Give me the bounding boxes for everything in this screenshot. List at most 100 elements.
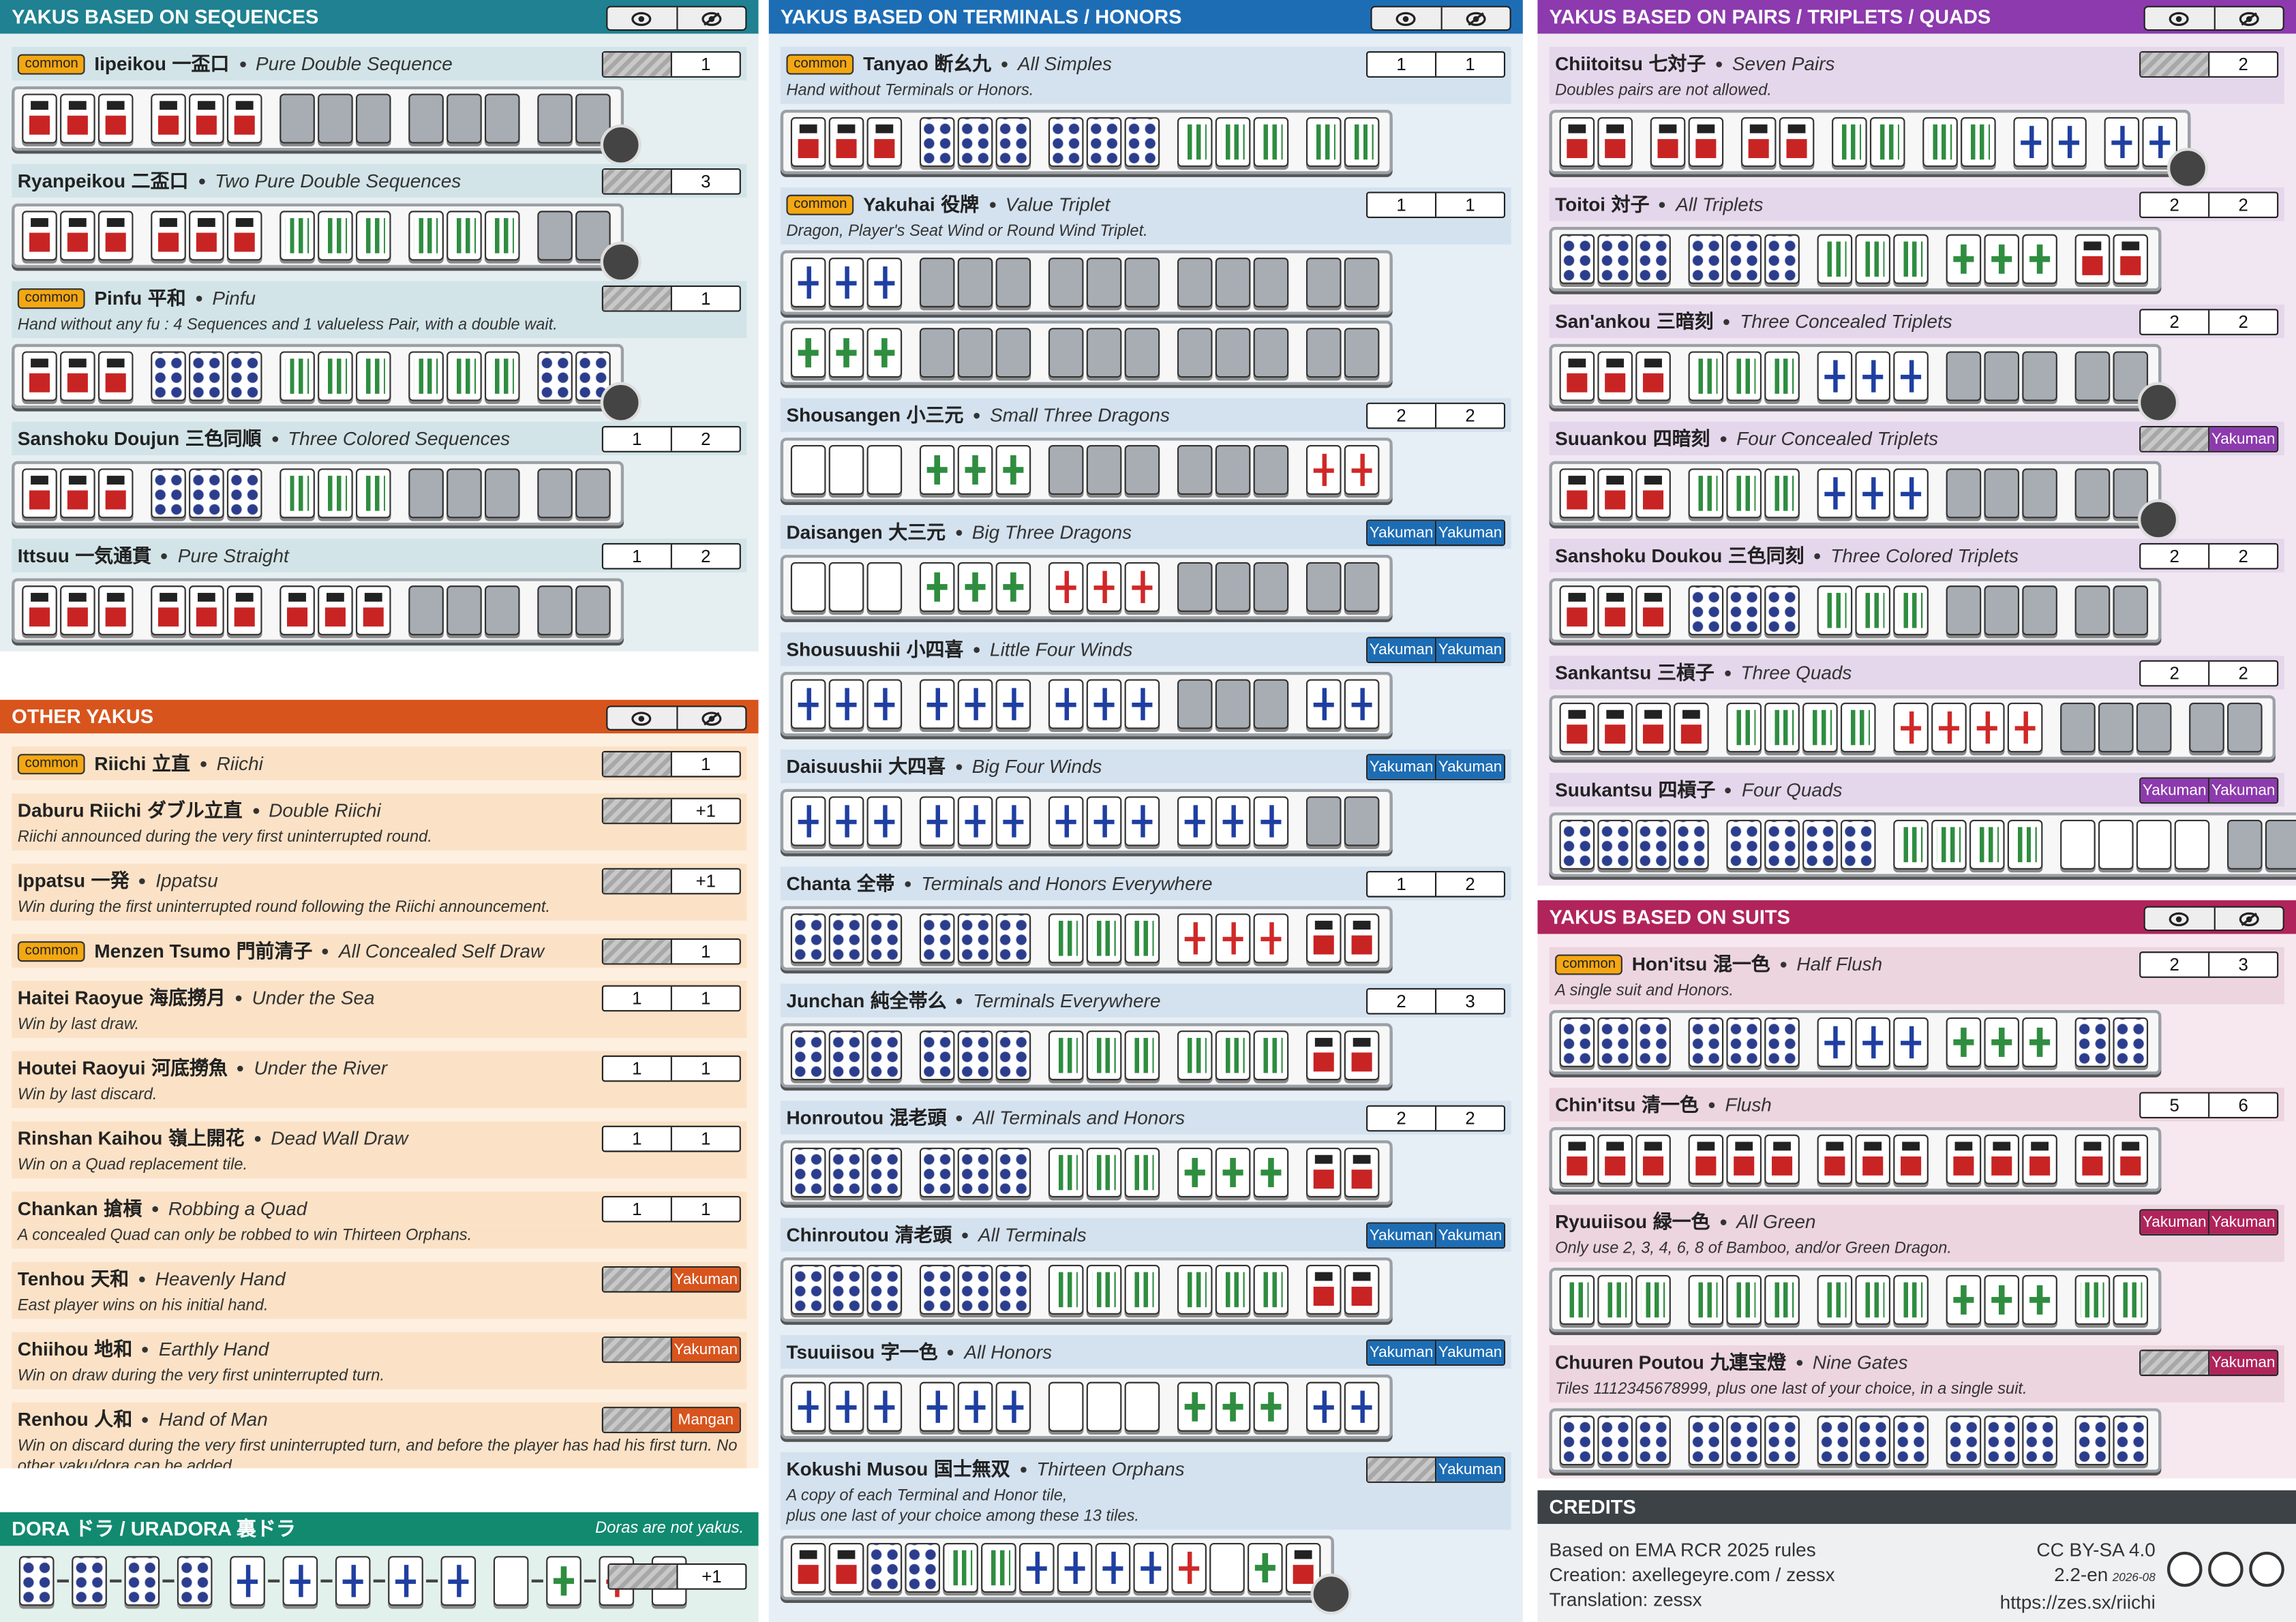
tile [1969,703,2005,753]
tile [919,328,955,378]
yaku-header: common Yakuhai 役牌 Value Triplet 1 1 [780,187,1511,221]
tile-gap [1162,1382,1177,1432]
show-button[interactable] [2145,907,2215,930]
han-box: Yakuman [1366,1456,1506,1483]
separator-dot [237,1065,244,1072]
tile [1253,1030,1289,1081]
tile [1726,1134,1762,1184]
hide-button[interactable] [2215,908,2283,930]
hide-button[interactable] [677,7,745,29]
tile-gap [1931,234,1946,284]
eye-icon [1466,11,1486,26]
tile [2074,351,2111,401]
visibility-toggle[interactable] [1370,5,1511,31]
section-title: DORA ドラ / URADORA 裏ドラ [12,1518,296,1540]
yaku: Renhou 人和 Hand of Man Mangan Win on discard … [0,1402,759,1469]
yaku-kanji: ダブル立直 [147,799,243,822]
yaku-kanji: 四暗刻 [1652,427,1710,450]
han-closed-only [603,1408,672,1432]
tile-row [780,789,1393,854]
yaku-header: common Iipeikou 一盃口 Pure Double Sequence 1 [12,46,747,81]
yaku-name: Ryanpeikou [17,170,126,192]
tile-row [780,555,1393,619]
tile [1635,819,1671,870]
section: YAKUS BASED ON SUITS common Hon'itsu 混一色 Hal… [1537,900,2296,1479]
tile [1171,1542,1207,1593]
hide-button[interactable] [1442,7,1510,29]
yaku-header: Ryanpeikou 二盃口 Two Pure Double Sequences 3 [12,164,747,198]
tile [1893,351,1929,401]
yaku-english: Big Three Dragons [971,521,1132,543]
tile [1086,562,1122,612]
tile [1124,444,1160,495]
yaku-description: Riichi announced during the very first u… [12,827,747,851]
yaku-description: A concealed Quad can only be robbed to w… [12,1225,747,1249]
tile [919,562,955,612]
tile [1597,703,1633,753]
yaku-kanji: 海底撈月 [149,986,226,1009]
tile-gap [1292,1265,1306,1315]
han-value: Yakuman [1436,1223,1504,1248]
tile [2074,1017,2111,1067]
yaku-name: Tenhou [17,1268,85,1290]
tile-gap [1292,445,1306,495]
tile [1931,819,1967,870]
tile [226,351,262,401]
separator-dot [1720,436,1727,442]
han-box: +1 [601,797,741,825]
visibility-toggle[interactable] [606,5,747,31]
tile [1253,117,1289,167]
tile [493,1556,529,1606]
tile [1559,117,1595,167]
hide-button[interactable] [677,707,745,729]
separator-dot [139,878,146,885]
tile [1253,328,1289,378]
hide-button[interactable] [2215,7,2283,29]
han-value: 2 [2141,310,2210,334]
tile [1855,351,1891,401]
tile [1124,258,1160,308]
tile [18,1556,55,1606]
tile-row [1549,226,2162,292]
yaku-name: Daisangen [786,521,883,543]
han-value: 2 [2141,953,2210,977]
visibility-toggle[interactable] [606,705,747,731]
eye-icon [631,11,652,26]
tile [1635,468,1671,519]
han-value: Yakuman [2209,1210,2278,1234]
visibility-toggle[interactable] [2143,5,2284,31]
tile [1764,1274,1800,1325]
tile [97,585,134,636]
han-value: 1 [1465,54,1475,75]
tile [1177,1381,1213,1432]
yaku-description: Doubles pairs are not allowed. [1549,80,2284,104]
han-closed-only [603,869,672,893]
tile [1048,1030,1084,1081]
tile-gap [1292,562,1306,612]
common-tag: common [17,941,86,962]
show-button[interactable] [607,7,678,29]
yaku-name: Junchan [786,990,865,1012]
yaku-name: Honroutou [786,1106,884,1129]
yaku-english: Under the River [254,1056,388,1080]
tile [484,468,520,519]
tile [1597,1416,1633,1466]
tile-gap [1292,679,1306,729]
yaku-name: Chiitoitsu [1555,52,1643,75]
tile [151,93,186,144]
tile [1253,258,1289,308]
separator-dot [973,412,980,419]
show-button[interactable] [2145,7,2215,29]
tile [1559,351,1595,401]
yaku-english: All Honors [964,1341,1053,1363]
visibility-toggle[interactable] [2143,906,2284,932]
han-closed-only [2141,52,2210,76]
show-button[interactable] [607,707,678,729]
tile [1840,819,1876,870]
tile [1688,1274,1724,1325]
show-button[interactable] [1372,7,1442,29]
